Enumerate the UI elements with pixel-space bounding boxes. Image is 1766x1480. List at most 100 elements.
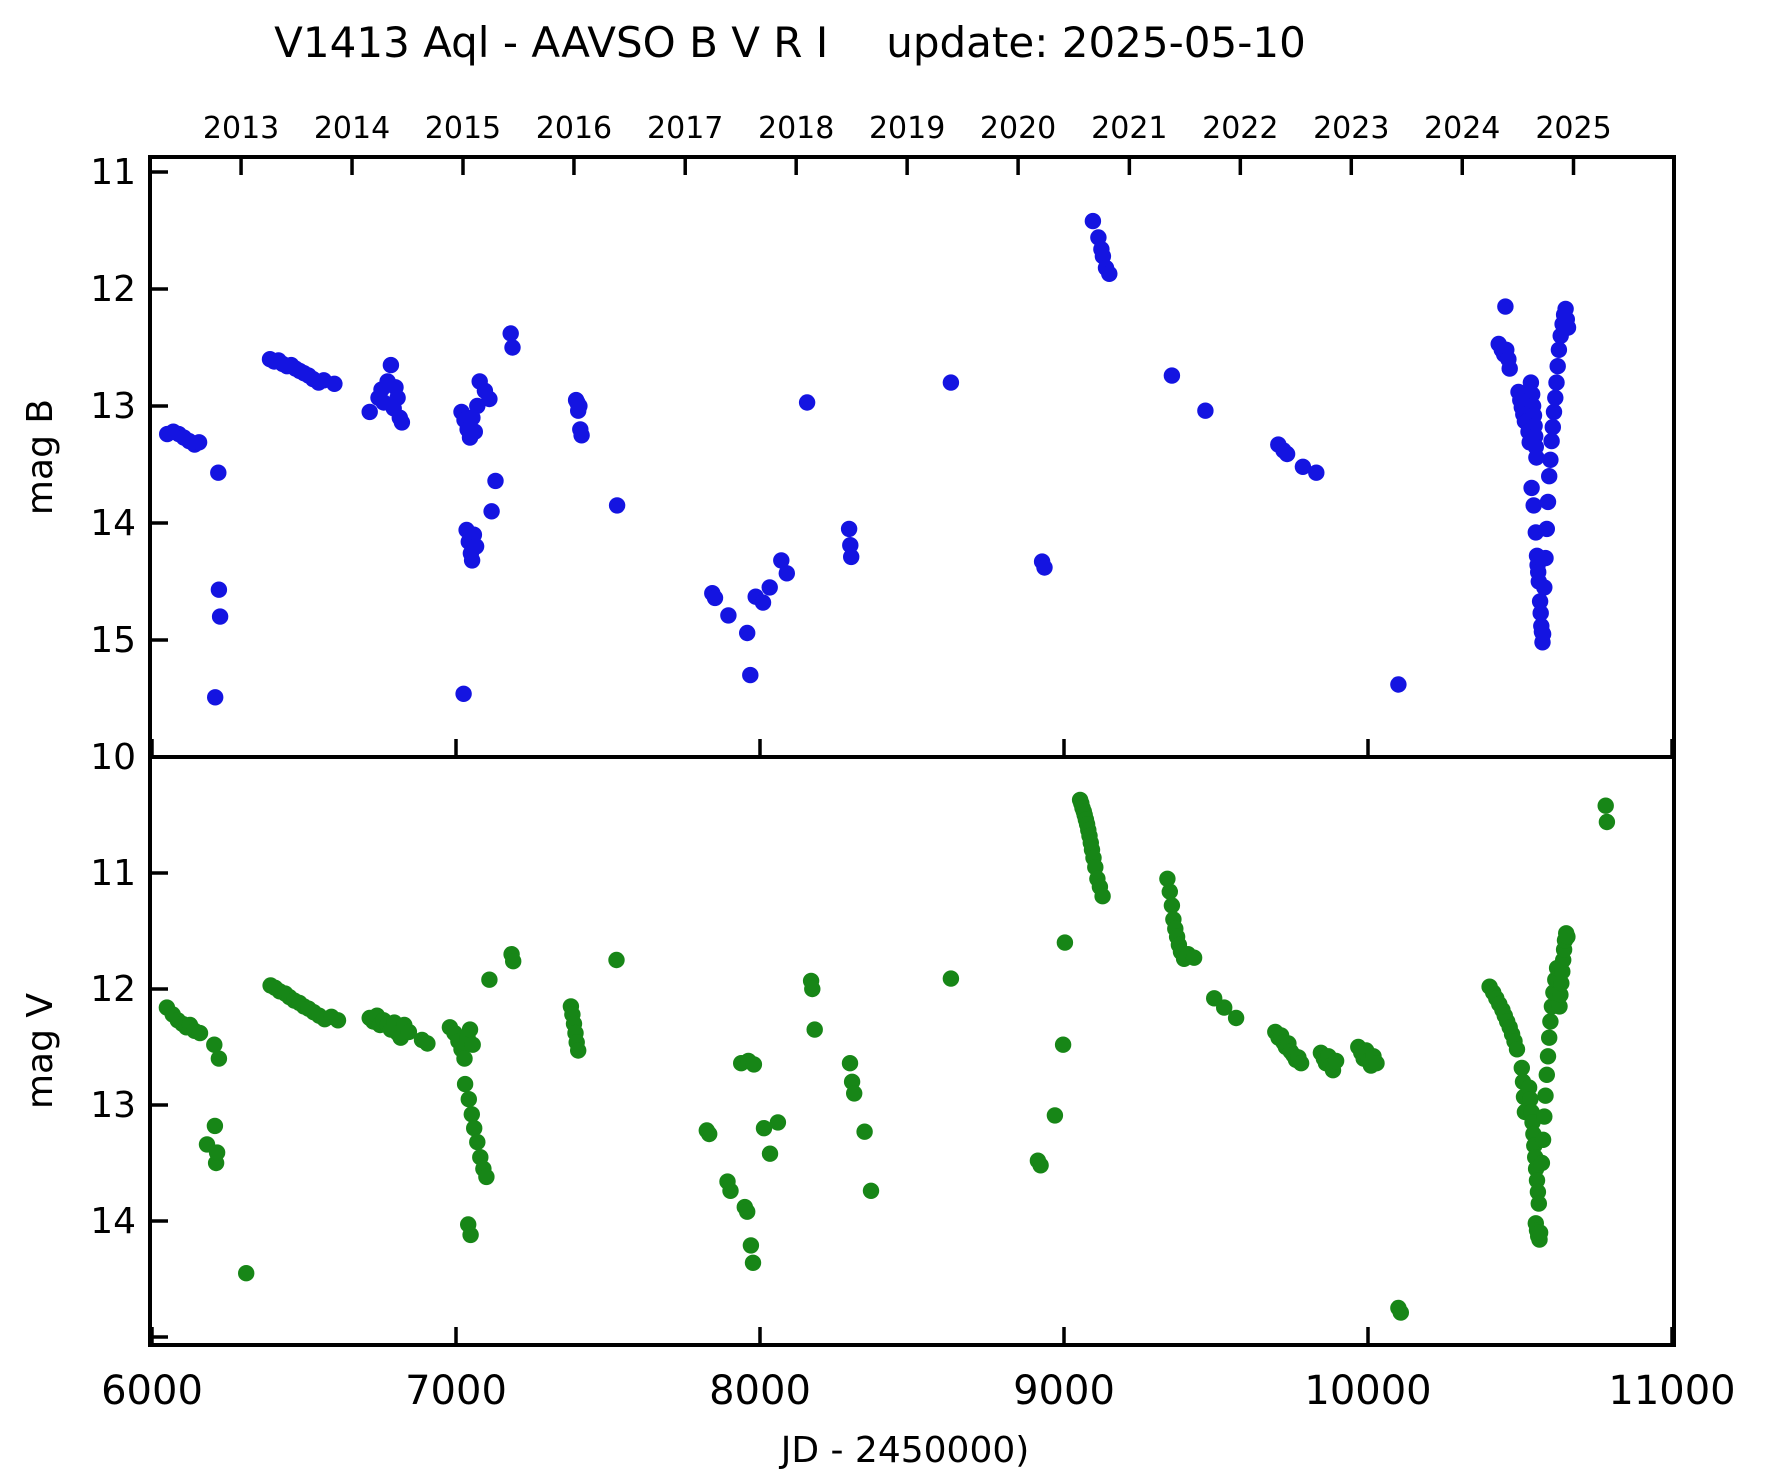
data-point-B (190, 434, 208, 451)
data-point-V (1536, 1108, 1553, 1125)
svg-text:2024: 2024 (1424, 111, 1500, 146)
data-point-V (1032, 1157, 1049, 1174)
data-point-V (505, 953, 522, 970)
data-point-V (1559, 928, 1576, 945)
data-point-V (846, 1085, 863, 1102)
data-point-B (1537, 549, 1554, 567)
data-point-B (210, 581, 228, 598)
data-point-B (1278, 445, 1296, 463)
svg-text:mag V: mag V (20, 993, 61, 1109)
data-point-V (804, 980, 821, 998)
data-point-B (1543, 432, 1560, 450)
data-point-B (1559, 319, 1577, 336)
data-point-B (361, 403, 378, 421)
svg-text:2018: 2018 (758, 111, 834, 146)
data-point-B (207, 689, 224, 706)
data-point-V (942, 970, 960, 987)
svg-text:2013: 2013 (203, 111, 279, 146)
svg-text:11: 11 (90, 853, 136, 894)
data-point-B (1390, 676, 1407, 693)
update-date: update: 2025-05-10 (886, 18, 1306, 67)
data-point-B (389, 389, 406, 406)
svg-text:10: 10 (90, 737, 136, 778)
data-point-V (456, 1075, 474, 1093)
data-point-B (754, 594, 772, 611)
data-point-V (608, 951, 625, 969)
data-point-B (1532, 604, 1549, 622)
data-point-V (1056, 934, 1074, 951)
axis-ticks (150, 157, 1674, 1345)
svg-text:2019: 2019 (869, 111, 945, 146)
data-point-B (211, 608, 229, 625)
data-point-V (464, 1036, 481, 1053)
data-point-V (206, 1117, 224, 1135)
svg-text:2014: 2014 (314, 111, 390, 146)
svg-text:6000: 6000 (101, 1368, 203, 1414)
data-point-B (502, 325, 519, 342)
data-point-B (504, 339, 521, 356)
data-point-V (1163, 897, 1181, 914)
data-point-V (761, 1145, 779, 1162)
data-point-V (210, 1050, 228, 1067)
data-point-B (842, 537, 859, 554)
data-point-V (462, 1226, 479, 1244)
data-point-B (1536, 579, 1553, 596)
data-point-V (400, 1023, 418, 1041)
chart-title: V1413 Aql - AAVSO B V R I (274, 18, 829, 67)
data-point-B (481, 390, 498, 408)
svg-text:12: 12 (90, 969, 136, 1010)
svg-text:2023: 2023 (1313, 111, 1389, 146)
data-point-V (1522, 1091, 1539, 1108)
data-point-V (461, 1021, 479, 1038)
data-point-B (739, 624, 756, 642)
series-B-points (159, 212, 1577, 706)
svg-text:7000: 7000 (405, 1368, 507, 1414)
data-point-V (206, 1036, 223, 1053)
svg-text:14: 14 (90, 503, 136, 544)
data-point-B (1538, 520, 1556, 538)
data-point-V (329, 1012, 347, 1029)
data-point-B (1501, 360, 1518, 377)
svg-text:2017: 2017 (647, 111, 723, 146)
data-point-B (1036, 559, 1053, 576)
data-point-V (745, 1056, 763, 1073)
x-tick-labels: 6000 7000 8000 9000 10000 11000 (101, 1368, 1736, 1414)
data-point-B (455, 685, 472, 702)
data-point-B (1542, 451, 1559, 468)
data-point-B (466, 423, 483, 440)
data-point-V (1292, 1055, 1310, 1072)
svg-text:13: 13 (90, 386, 136, 427)
data-point-B (571, 397, 588, 415)
data-point-B (1101, 265, 1118, 282)
data-point-V (1327, 1052, 1345, 1070)
data-point-V (1530, 1195, 1548, 1212)
data-point-V (1597, 797, 1614, 814)
data-point-B (1547, 389, 1564, 406)
data-point-B (382, 356, 400, 374)
svg-text:11000: 11000 (1608, 1368, 1735, 1414)
data-point-V (1216, 999, 1233, 1016)
data-point-V (456, 1050, 473, 1067)
data-point-V (1227, 1009, 1245, 1027)
data-point-V (469, 1133, 486, 1151)
data-point-V (841, 1055, 859, 1072)
data-point-B (1534, 625, 1552, 643)
data-point-V (1508, 1041, 1526, 1058)
data-point-B (326, 375, 343, 392)
svg-text:14: 14 (90, 1201, 136, 1242)
data-point-V (1513, 1059, 1531, 1077)
data-point-V (1392, 1304, 1410, 1321)
data-point-V (722, 1182, 739, 1200)
svg-text:13: 13 (90, 1085, 136, 1126)
figure-title-row: V1413 Aql - AAVSO B V R I update: 2025-05… (150, 18, 1430, 67)
data-point-B (1294, 458, 1312, 475)
svg-text:2015: 2015 (425, 111, 501, 146)
data-point-B (1548, 374, 1565, 391)
data-point-V (862, 1182, 880, 1200)
axis-titles: mag B mag V JD - 2450000) (20, 399, 1029, 1471)
y-tick-labels: 11 12 13 14 15 10 11 12 13 14 (90, 152, 136, 1242)
data-point-V (1538, 1066, 1556, 1084)
data-point-V (1159, 870, 1176, 887)
data-point-B (463, 552, 481, 569)
